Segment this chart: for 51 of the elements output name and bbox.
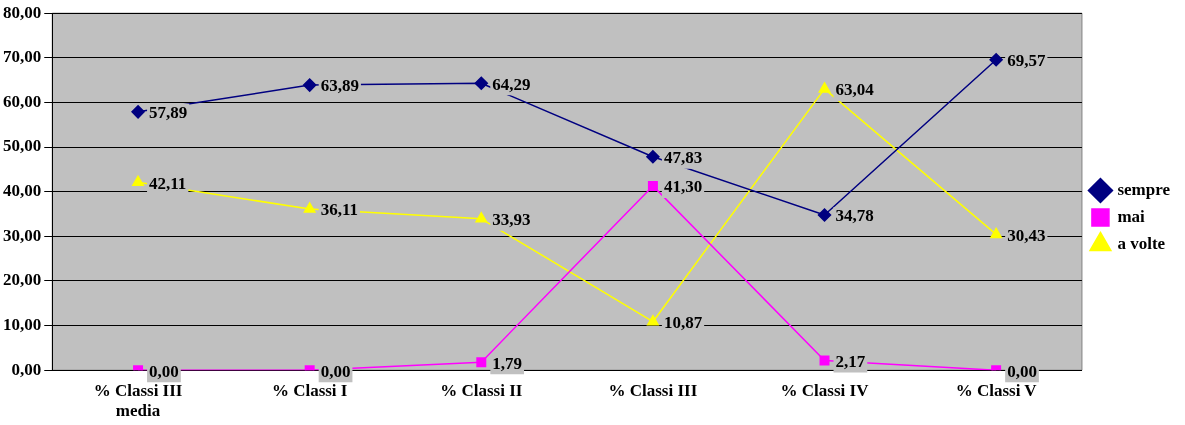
legend-label: mai xyxy=(1117,206,1146,226)
data-label: 57,89 xyxy=(149,103,188,123)
data-label: 33,93 xyxy=(492,210,531,230)
x-tick-label: % Classi II xyxy=(440,380,523,400)
data-label: 69,57 xyxy=(1007,51,1046,71)
x-tick-label: % Classi III media xyxy=(93,380,183,421)
data-label: 1,79 xyxy=(492,353,523,373)
y-tick-label: 50,00 xyxy=(3,136,42,156)
point xyxy=(646,314,659,326)
x-tick-label: % Classi I xyxy=(271,380,348,400)
y-tick-label: 10,00 xyxy=(3,314,42,334)
data-label: 41,30 xyxy=(663,177,703,197)
point xyxy=(819,355,830,366)
y-tick-label: 0,00 xyxy=(11,359,42,379)
point xyxy=(475,212,488,223)
point xyxy=(647,180,658,191)
y-tick-label: 20,00 xyxy=(3,270,42,290)
data-label: 0,00 xyxy=(1007,361,1037,381)
data-label: 30,43 xyxy=(1007,225,1046,245)
point xyxy=(817,208,832,222)
data-label: 47,83 xyxy=(663,148,703,168)
data-label: 36,11 xyxy=(320,200,358,220)
data-label: 63,89 xyxy=(320,76,359,96)
point xyxy=(990,227,1003,239)
y-tick-label: 80,00 xyxy=(3,2,42,22)
point xyxy=(474,76,489,91)
y-tick-label: 60,00 xyxy=(3,91,42,111)
data-label: 34,78 xyxy=(835,206,874,226)
point xyxy=(131,105,145,119)
data-label: 10,87 xyxy=(663,313,703,333)
point xyxy=(476,357,487,368)
point xyxy=(989,52,1003,67)
point xyxy=(818,82,831,93)
legend-label: a volte xyxy=(1117,233,1166,253)
data-label: 64,29 xyxy=(492,74,531,94)
x-tick-label: % Classi IV xyxy=(780,380,870,400)
y-tick-label: 30,00 xyxy=(3,225,42,245)
y-tick-label: 40,00 xyxy=(3,181,42,201)
data-label: 0,00 xyxy=(320,361,351,381)
x-tick-label: % Classi V xyxy=(955,380,1038,400)
data-label: 0,00 xyxy=(149,361,179,381)
data-label: 63,04 xyxy=(835,80,875,100)
data-label: 2,17 xyxy=(835,351,866,371)
data-label: 42,11 xyxy=(149,173,187,193)
y-tick-label: 70,00 xyxy=(3,47,42,67)
point xyxy=(302,78,317,92)
x-tick-label: % Classi III xyxy=(608,380,698,400)
point xyxy=(303,202,316,213)
point xyxy=(132,175,144,187)
legend-label: sempre xyxy=(1117,179,1171,199)
point xyxy=(646,150,660,164)
